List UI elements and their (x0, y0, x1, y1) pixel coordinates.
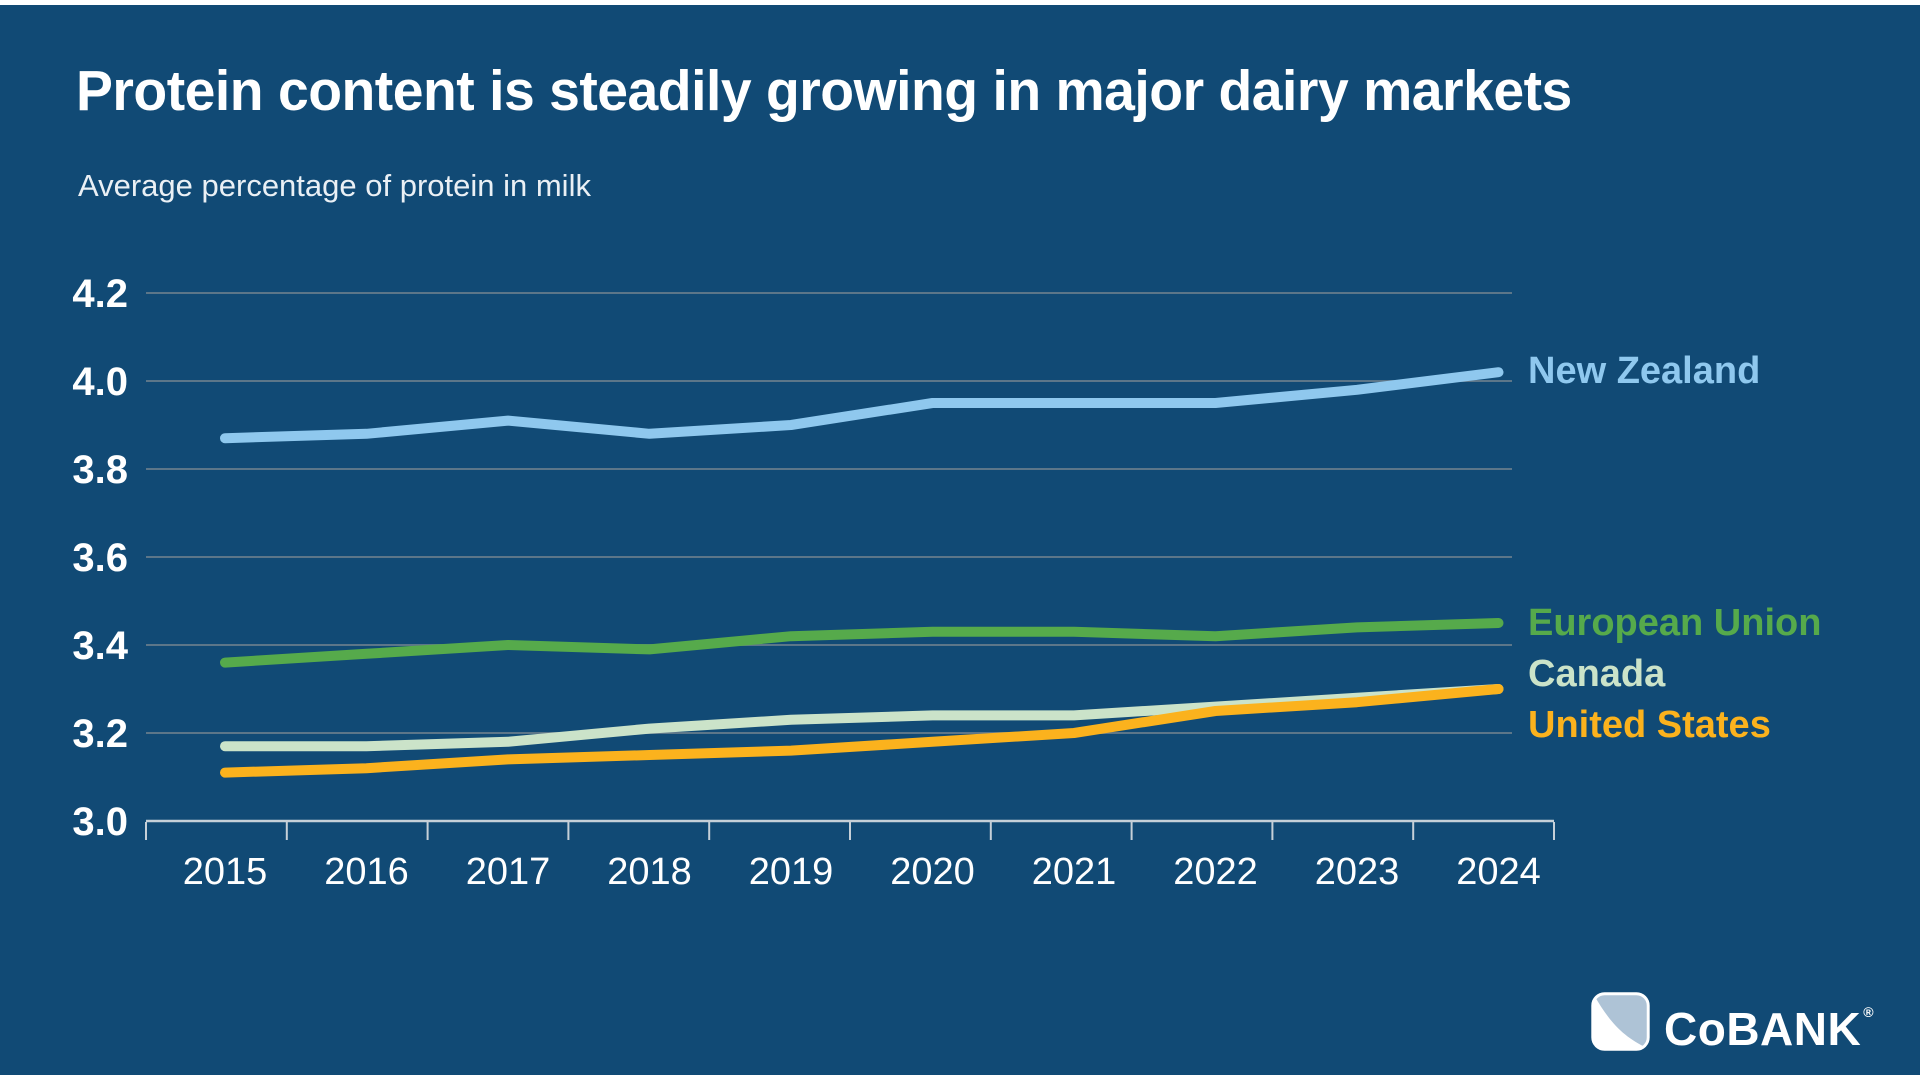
series-line-united-states (220, 684, 1504, 778)
cobank-logo: CoBANK ® (1591, 983, 1874, 1059)
x-tick-label: 2020 (890, 851, 975, 893)
y-tick-label: 4.2 (72, 272, 128, 316)
y-tick-label: 3.0 (72, 800, 128, 844)
x-tick-label: 2022 (1173, 851, 1258, 893)
y-tick-label: 4.0 (72, 360, 128, 404)
page-title: Protein content is steadily growing in m… (76, 59, 1572, 123)
y-tick-label: 3.2 (72, 712, 128, 756)
x-tick-label: 2021 (1032, 851, 1117, 893)
cobank-logo-icon (1591, 991, 1650, 1051)
legend-label-united-states: United States (1528, 704, 1771, 746)
series-line-european-union (220, 618, 1504, 668)
x-tick-label: 2019 (749, 851, 834, 893)
page-subtitle: Average percentage of protein in milk (78, 168, 591, 203)
x-tick-label: 2018 (607, 851, 692, 893)
x-tick-label: 2023 (1315, 851, 1400, 893)
y-tick-label: 3.4 (72, 624, 128, 668)
y-tick-label: 3.8 (72, 448, 128, 492)
registered-mark: ® (1863, 1004, 1875, 1020)
x-tick-label: 2016 (324, 851, 409, 893)
series-line-canada (220, 684, 1504, 752)
legend-label-canada: Canada (1528, 653, 1666, 695)
series-line-new-zealand (220, 367, 1504, 444)
legend-label-european-union: European Union (1528, 602, 1821, 644)
cobank-logo-text: CoBANK ® (1664, 983, 1874, 1059)
y-tick-label: 3.6 (72, 536, 128, 580)
chart-background-panel (0, 5, 1920, 1075)
cobank-wordmark: CoBANK (1664, 1003, 1862, 1055)
x-tick-label: 2015 (183, 851, 268, 893)
legend-label-new-zealand: New Zealand (1528, 350, 1760, 392)
x-tick-label: 2024 (1456, 851, 1541, 893)
x-tick-label: 2017 (466, 851, 551, 893)
